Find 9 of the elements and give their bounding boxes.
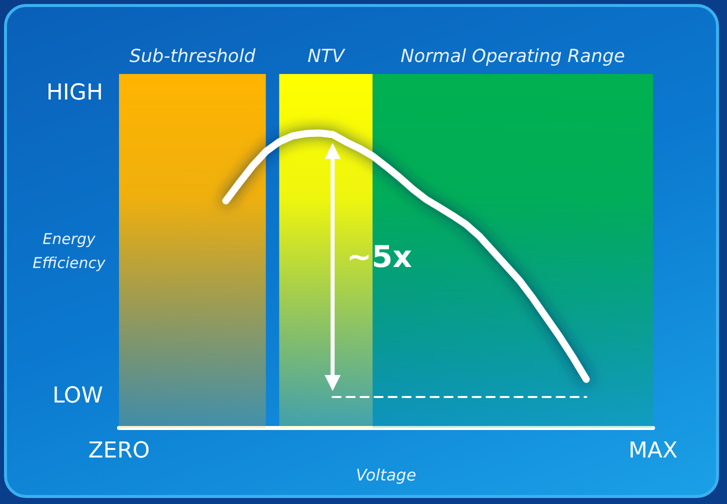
text: NTV xyxy=(308,46,346,67)
x-axis-title: Voltage xyxy=(356,465,416,484)
text: LOW xyxy=(52,383,104,408)
text: Normal Operating Range xyxy=(400,46,625,67)
text: HIGH xyxy=(46,80,103,106)
x-tick-label: ZERO xyxy=(88,438,150,464)
y-axis-title: Energy Efficiency xyxy=(32,230,106,272)
x-tick-label: MAX xyxy=(628,438,678,464)
text: Sub-threshold xyxy=(129,46,256,67)
